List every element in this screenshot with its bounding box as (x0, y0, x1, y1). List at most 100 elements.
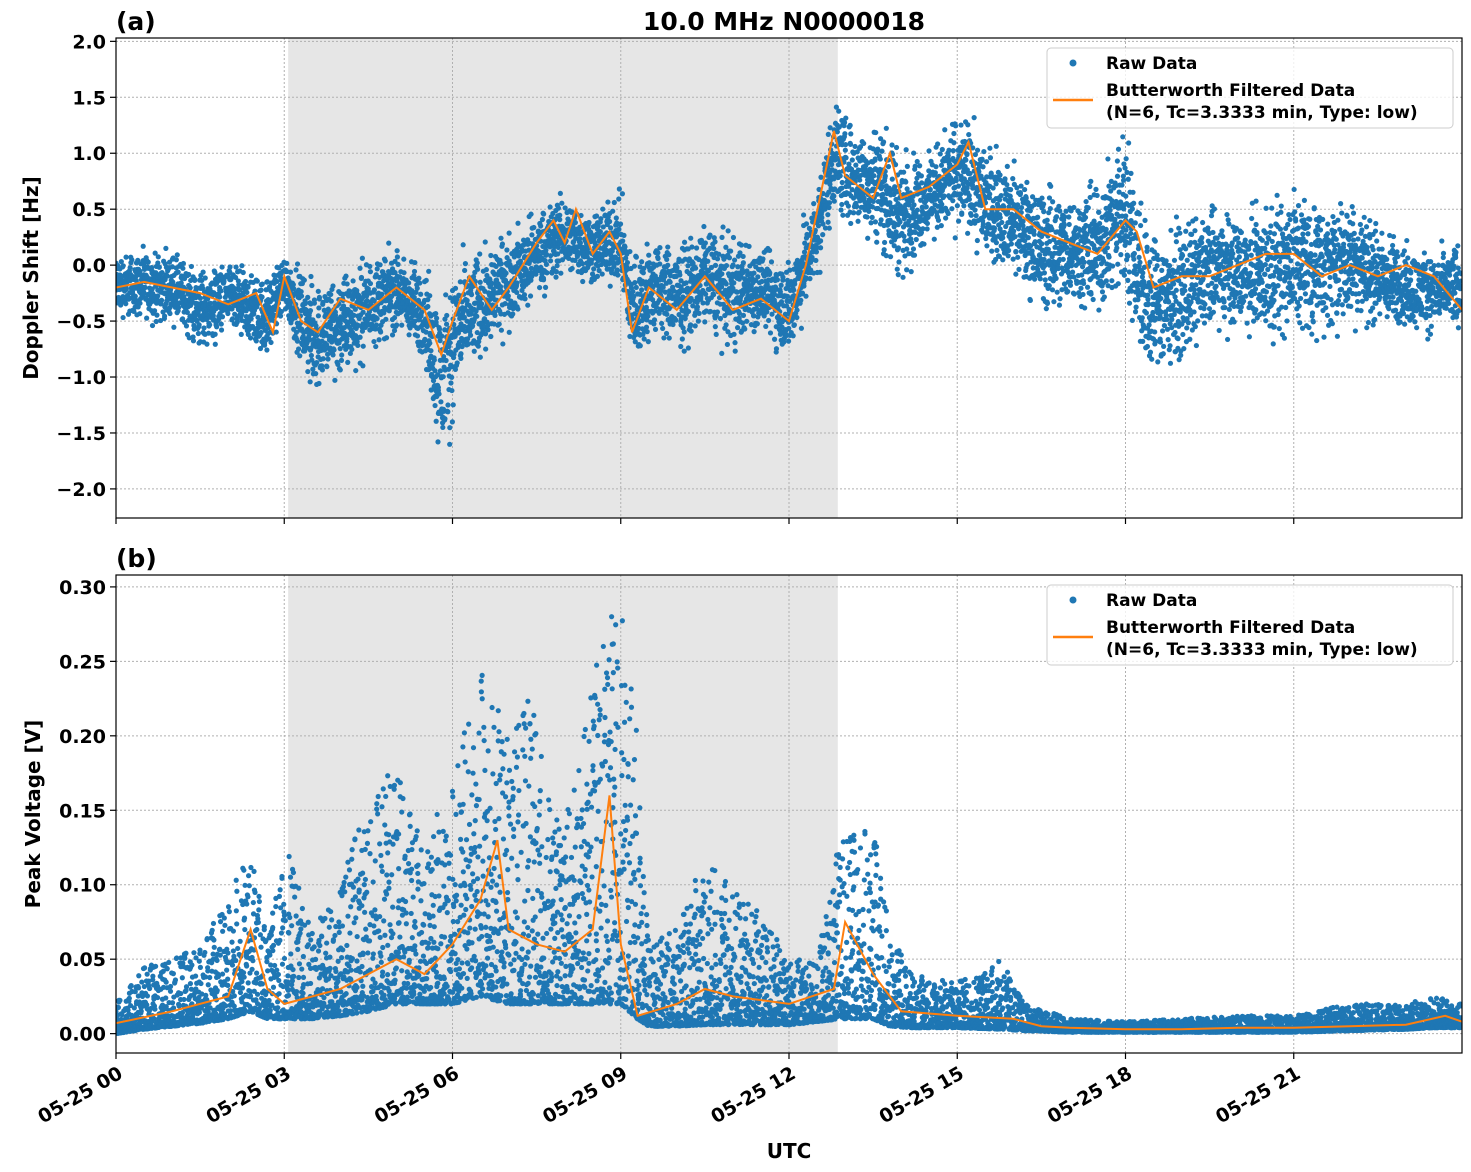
raw-point (667, 279, 673, 285)
raw-point (450, 402, 456, 408)
raw-point (738, 242, 745, 248)
raw-point (819, 214, 825, 221)
raw-point (780, 277, 786, 283)
raw-point (445, 409, 451, 415)
raw-point (347, 350, 353, 357)
raw-point (1013, 249, 1019, 255)
raw-point (964, 185, 970, 191)
raw-point (712, 262, 719, 268)
raw-point (767, 270, 773, 276)
raw-point (406, 280, 412, 286)
raw-point (201, 325, 207, 331)
raw-point (987, 145, 993, 151)
raw-point (723, 281, 729, 287)
raw-point (872, 156, 878, 162)
raw-point (352, 306, 358, 312)
raw-point (470, 274, 477, 280)
raw-point (477, 354, 483, 360)
raw-point (622, 244, 628, 250)
y-tick-label: 0.5 (72, 199, 106, 221)
raw-point (594, 273, 601, 279)
raw-point (615, 272, 621, 278)
raw-point (180, 265, 186, 271)
raw-point (849, 157, 855, 163)
raw-point (559, 200, 565, 206)
raw-point (834, 129, 840, 135)
raw-point (911, 202, 917, 208)
raw-point (980, 221, 986, 227)
raw-point (993, 256, 999, 263)
raw-point (767, 247, 773, 253)
raw-point (685, 263, 691, 269)
raw-point (777, 331, 784, 337)
raw-point (528, 277, 534, 283)
raw-point (454, 360, 460, 366)
raw-point (655, 250, 661, 256)
raw-point (946, 147, 952, 153)
raw-point (293, 267, 299, 273)
raw-point (987, 155, 994, 161)
raw-point (245, 284, 251, 290)
raw-point (849, 166, 855, 172)
raw-point (447, 441, 453, 447)
raw-point (841, 119, 848, 126)
raw-point (666, 252, 672, 258)
raw-point (475, 343, 481, 349)
raw-point (204, 341, 210, 347)
raw-point (703, 291, 709, 297)
raw-point (188, 263, 195, 270)
raw-point (820, 232, 826, 238)
raw-point (865, 235, 871, 241)
raw-point (657, 261, 663, 267)
raw-point (316, 305, 322, 311)
raw-point (693, 245, 700, 251)
raw-point (646, 252, 652, 258)
raw-point (321, 307, 327, 313)
raw-point (694, 304, 701, 310)
raw-point (543, 261, 550, 267)
raw-point (910, 193, 916, 199)
raw-point (877, 136, 884, 142)
raw-point (273, 329, 279, 335)
raw-point (708, 264, 715, 271)
raw-point (489, 280, 495, 286)
raw-point (515, 220, 521, 226)
raw-point (763, 323, 769, 330)
raw-point (290, 282, 296, 288)
raw-point (919, 204, 925, 210)
raw-point (698, 293, 704, 300)
raw-point (901, 169, 907, 175)
raw-point (374, 266, 380, 272)
raw-point (842, 147, 848, 153)
raw-point (683, 280, 689, 286)
raw-point (938, 162, 945, 168)
raw-point (965, 230, 971, 236)
raw-point (350, 278, 356, 284)
raw-point (723, 322, 729, 328)
raw-point (719, 350, 725, 357)
raw-point (786, 325, 792, 332)
raw-point (137, 311, 143, 317)
raw-point (847, 122, 853, 128)
raw-point (343, 273, 349, 279)
raw-point (207, 300, 214, 306)
raw-point (394, 322, 400, 328)
raw-point (120, 314, 126, 321)
raw-point (644, 329, 650, 335)
raw-point (316, 380, 322, 387)
raw-point (382, 258, 388, 264)
raw-point (313, 323, 319, 329)
raw-point (720, 224, 726, 230)
raw-point (452, 285, 459, 291)
raw-point (258, 329, 264, 336)
raw-point (999, 219, 1005, 226)
raw-point (917, 163, 923, 169)
raw-point (651, 321, 657, 327)
raw-point (123, 254, 129, 260)
raw-point (354, 287, 360, 294)
raw-point (702, 240, 708, 246)
raw-point (155, 293, 161, 299)
raw-point (465, 336, 471, 342)
raw-point (367, 269, 374, 275)
raw-point (572, 257, 578, 263)
